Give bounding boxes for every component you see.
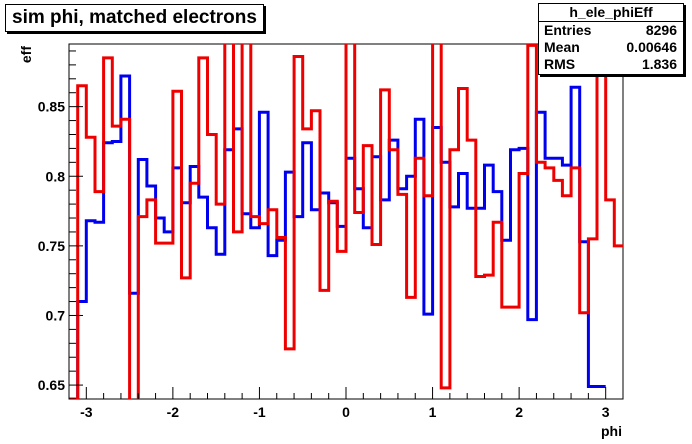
y-tick-label: 0.85 xyxy=(38,99,65,115)
stats-row-rms: RMS 1.836 xyxy=(539,56,683,73)
y-tick-label: 0.8 xyxy=(46,168,66,184)
x-axis-label: phi xyxy=(601,423,622,439)
chart-title: sim phi, matched electrons xyxy=(12,7,257,28)
x-tick-label: -1 xyxy=(253,404,266,420)
axis-layer: -3 -2 -1 0 1 2 3 0.65 0.7 0.75 0.8 0.85 xyxy=(38,50,624,420)
y-tick-label: 0.65 xyxy=(38,377,65,393)
y-tick-label: 0.7 xyxy=(46,307,66,323)
x-tick-label: 2 xyxy=(515,404,523,420)
y-axis-label: eff xyxy=(18,46,34,63)
stats-label: Mean xyxy=(544,39,580,55)
stats-label: RMS xyxy=(544,56,576,72)
stats-row-entries: Entries 8296 xyxy=(539,22,683,39)
stats-box: h_ele_phiEff Entries 8296 Mean 0.00646 R… xyxy=(538,3,684,75)
stats-box-title: h_ele_phiEff xyxy=(539,4,683,22)
x-tick-label: -2 xyxy=(167,404,180,420)
x-tick-label: 3 xyxy=(602,404,610,420)
stats-value: 1.836 xyxy=(641,56,677,72)
y-tick-label: 0.75 xyxy=(38,238,65,254)
x-tick-label: -3 xyxy=(80,404,93,420)
series-layer xyxy=(69,44,623,399)
stats-label: Entries xyxy=(544,22,592,38)
x-tick-label: 0 xyxy=(342,404,350,420)
x-tick-label: 1 xyxy=(429,404,437,420)
stats-value: 8296 xyxy=(645,22,677,38)
stats-row-mean: Mean 0.00646 xyxy=(539,39,683,56)
stats-value: 0.00646 xyxy=(626,39,677,55)
series-line-1 xyxy=(69,44,623,399)
chart-title-box: sim phi, matched electrons xyxy=(5,4,264,32)
